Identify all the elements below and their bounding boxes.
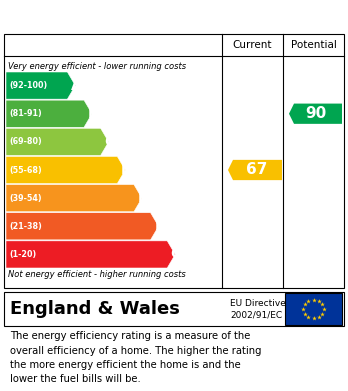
- Polygon shape: [6, 241, 175, 268]
- Polygon shape: [6, 213, 159, 240]
- Text: (39-54): (39-54): [9, 194, 42, 203]
- Bar: [4, 292, 344, 326]
- Text: Current: Current: [233, 40, 272, 50]
- Text: D: D: [120, 163, 132, 177]
- Text: 90: 90: [305, 106, 326, 121]
- Text: EU Directive
2002/91/EC: EU Directive 2002/91/EC: [230, 299, 286, 319]
- Text: G: G: [171, 248, 182, 262]
- Text: C: C: [104, 135, 115, 149]
- Polygon shape: [6, 156, 125, 183]
- Polygon shape: [289, 104, 342, 124]
- Text: (81-91): (81-91): [9, 109, 42, 118]
- Text: The energy efficiency rating is a measure of the
overall efficiency of a home. T: The energy efficiency rating is a measur…: [10, 331, 262, 384]
- Text: Potential: Potential: [291, 40, 337, 50]
- Text: 67: 67: [246, 163, 267, 178]
- Text: England & Wales: England & Wales: [10, 300, 180, 318]
- Text: A: A: [71, 79, 82, 93]
- Text: (55-68): (55-68): [9, 165, 42, 174]
- Text: Very energy efficient - lower running costs: Very energy efficient - lower running co…: [8, 62, 186, 71]
- Text: B: B: [88, 107, 98, 121]
- Polygon shape: [228, 160, 282, 180]
- Text: (21-38): (21-38): [9, 222, 42, 231]
- Text: F: F: [155, 219, 164, 233]
- Text: (1-20): (1-20): [9, 250, 36, 259]
- Text: (92-100): (92-100): [9, 81, 47, 90]
- Polygon shape: [6, 72, 76, 99]
- Polygon shape: [6, 100, 92, 127]
- Text: E: E: [138, 191, 148, 205]
- Text: Energy Efficiency Rating: Energy Efficiency Rating: [10, 9, 220, 23]
- Bar: [285, 293, 342, 325]
- Text: Not energy efficient - higher running costs: Not energy efficient - higher running co…: [8, 270, 186, 279]
- Polygon shape: [6, 185, 142, 212]
- Polygon shape: [6, 128, 109, 156]
- Text: (69-80): (69-80): [9, 137, 42, 146]
